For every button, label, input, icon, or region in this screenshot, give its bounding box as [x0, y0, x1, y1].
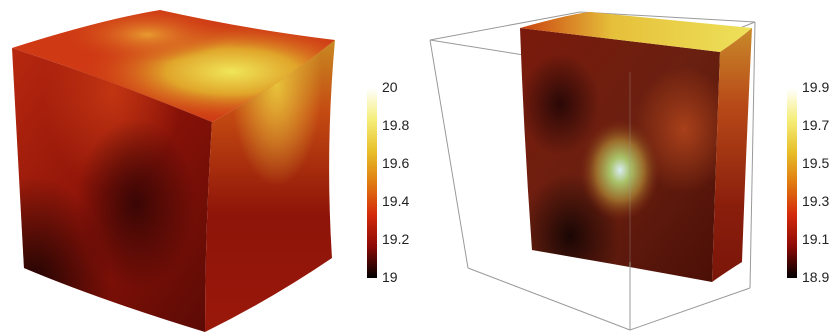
left-colorbar-tick: 19.2: [382, 231, 410, 247]
left-colorbar-tick: 19.8: [382, 117, 410, 133]
right-colorbar-tick: 19.5: [802, 155, 830, 171]
right-colorbar-tick: 19.1: [802, 231, 830, 247]
left-colorbar-tick: 20: [382, 79, 398, 95]
right-figure: 19.9 19.7 19.5 19.3 19.1 18.9: [420, 0, 839, 336]
slab-top-face: [520, 12, 752, 52]
right-colorbar-tick: 19.7: [802, 117, 830, 133]
right-colorbar-tick: 19.3: [802, 193, 830, 209]
right-colorbar: [787, 88, 797, 278]
left-colorbar: [367, 88, 377, 278]
left-figure: 20 19.8 19.6 19.4 19.2 19: [12, 10, 410, 332]
right-cube-plot: [429, 11, 756, 331]
right-colorbar-tick: 19.9: [802, 79, 830, 95]
right-colorbar-tick: 18.9: [802, 269, 830, 285]
left-cube-plot: [12, 10, 335, 332]
left-colorbar-tick: 19: [382, 269, 398, 285]
left-colorbar-tick: 19.4: [382, 193, 410, 209]
slab-right-face: [712, 28, 752, 282]
left-colorbar-tick: 19.6: [382, 155, 410, 171]
